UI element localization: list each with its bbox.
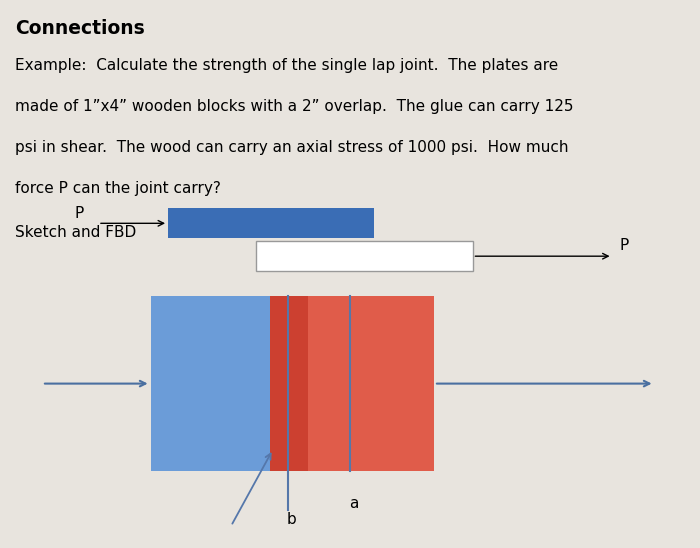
Text: made of 1”x4” wooden blocks with a 2” overlap.  The glue can carry 125: made of 1”x4” wooden blocks with a 2” ov… — [15, 99, 574, 113]
Text: force P can the joint carry?: force P can the joint carry? — [15, 181, 221, 196]
Text: Sketch and FBD: Sketch and FBD — [15, 225, 136, 239]
Bar — [270, 296, 308, 471]
Bar — [270, 296, 434, 471]
Bar — [168, 208, 374, 238]
Text: P: P — [620, 238, 629, 253]
Text: P: P — [75, 206, 84, 221]
Bar — [150, 296, 270, 471]
Text: psi in shear.  The wood can carry an axial stress of 1000 psi.  How much: psi in shear. The wood can carry an axia… — [15, 140, 569, 155]
Text: a: a — [349, 496, 358, 511]
Text: Connections: Connections — [15, 19, 145, 38]
Bar — [256, 241, 472, 271]
Text: b: b — [287, 512, 297, 527]
Text: Example:  Calculate the strength of the single lap joint.  The plates are: Example: Calculate the strength of the s… — [15, 58, 559, 72]
